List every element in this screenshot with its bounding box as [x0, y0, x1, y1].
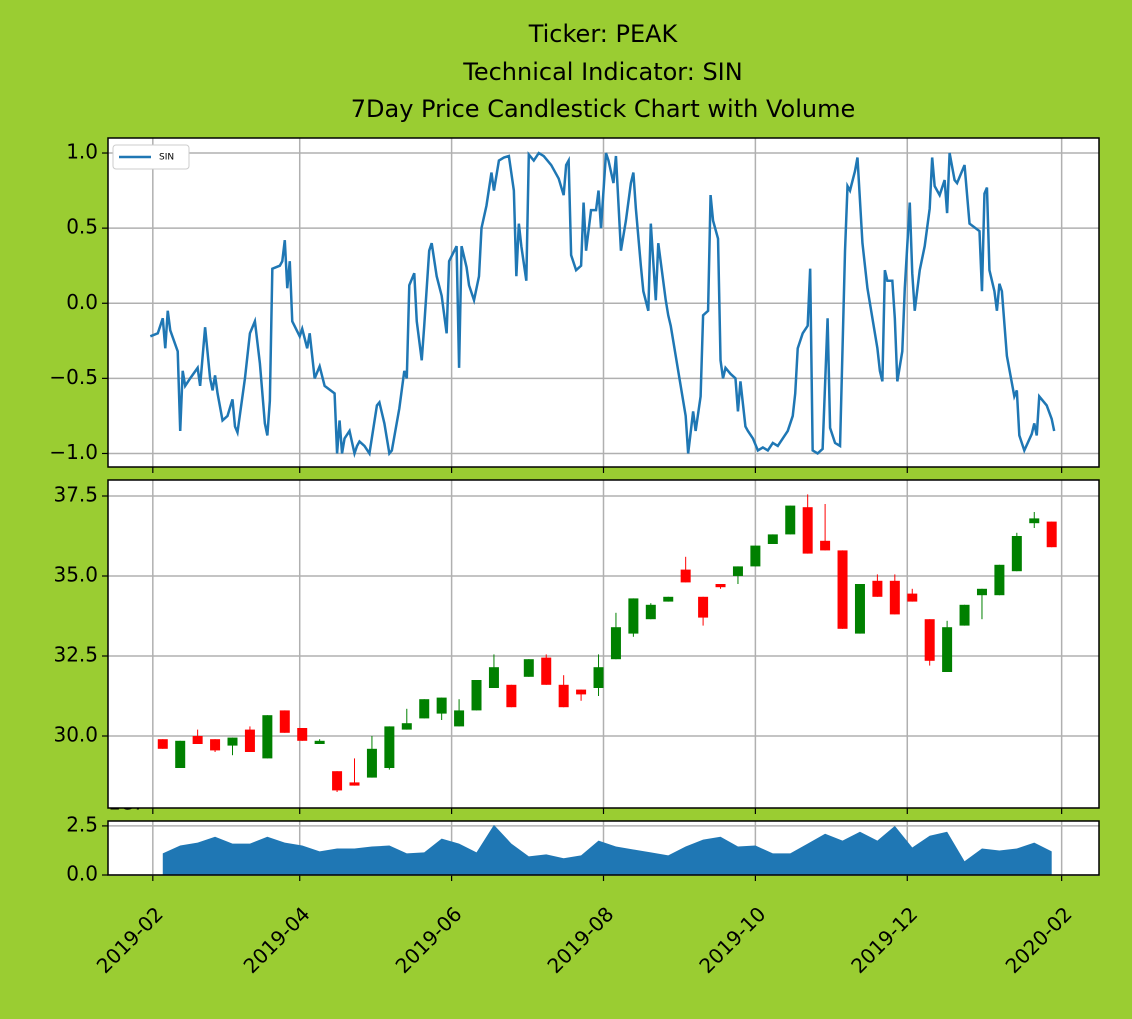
y-tick-label: 2.5 [66, 812, 98, 836]
candle-body [488, 667, 499, 688]
legend-label: SIN [159, 153, 174, 163]
y-tick-label: 30.0 [53, 723, 98, 747]
candle-body [401, 723, 412, 730]
candle-body [332, 771, 343, 791]
plot-frame [107, 820, 1100, 876]
candle-body [436, 697, 447, 714]
candle-body [454, 710, 465, 727]
candle-body [1046, 521, 1057, 548]
candle-body [924, 619, 935, 661]
line [149, 151, 1056, 459]
candle-body [593, 667, 604, 688]
title-line: Technical Indicator: SIN [462, 58, 742, 86]
candle-body [959, 604, 970, 626]
candle-body [210, 739, 221, 751]
candle-body [645, 604, 656, 620]
candle-body [471, 680, 482, 711]
candle-body [244, 729, 255, 752]
candle-body [715, 584, 726, 588]
candle-body [976, 588, 987, 596]
y-tick-label: 0.0 [66, 290, 98, 314]
candle-body [366, 748, 377, 778]
y-tick-label: 37.5 [53, 483, 98, 507]
legend: SIN [112, 144, 190, 170]
y-tick-label: 0.5 [66, 215, 98, 239]
candle-body [1029, 518, 1040, 524]
candle-body [854, 584, 865, 634]
candle-body [523, 659, 534, 677]
candle-body [314, 740, 325, 744]
plot-frame [107, 137, 1100, 468]
y-tick-label: 0.0 [66, 862, 98, 886]
candle-body [732, 566, 743, 576]
candle-body [628, 598, 639, 634]
candle-body [175, 740, 186, 768]
candle-body [419, 699, 430, 719]
candle-body [192, 736, 203, 744]
candle-body [279, 710, 290, 733]
panel: −1.0 −0.5 0.0 0.5 1.0 SIN [49, 137, 1100, 473]
candle-body [663, 596, 674, 602]
candle-body [262, 715, 273, 759]
candle-body [837, 550, 848, 629]
candle-body [785, 505, 796, 535]
candle-body [872, 580, 883, 597]
y-tick-label: −0.5 [49, 365, 98, 389]
plot-frame [107, 479, 1100, 809]
y-tick-label: 32.5 [53, 643, 98, 667]
candle-body [767, 534, 778, 544]
candle-body [907, 593, 918, 602]
candle-body [227, 737, 238, 746]
title-line: Ticker: PEAK [528, 20, 679, 48]
title-line: 7Day Price Candlestick Chart with Volume [351, 95, 856, 123]
candle-body [942, 627, 953, 672]
panel: 30.0 32.5 35.0 37.5 [53, 479, 1100, 814]
candle-body [889, 580, 900, 615]
candle-body [610, 627, 621, 660]
candle-body [994, 564, 1005, 596]
candle-body [820, 540, 831, 551]
candle-body [802, 507, 813, 554]
y-tick-label: 35.0 [53, 563, 98, 587]
candle-body [558, 684, 569, 708]
candle-body [1011, 536, 1022, 572]
candle-body [541, 657, 552, 685]
candle-body [576, 689, 587, 695]
y-tick-label: −1.0 [49, 440, 98, 464]
y-tick-label: 1.0 [66, 140, 98, 164]
candle-body [157, 739, 168, 749]
candle-body [297, 728, 308, 741]
area [162, 824, 1052, 875]
candle-body [506, 684, 517, 708]
candle-body [680, 569, 691, 583]
candle-body [750, 545, 761, 567]
candle-body [349, 782, 360, 786]
candle-body [698, 596, 709, 618]
candle-body [384, 726, 395, 768]
